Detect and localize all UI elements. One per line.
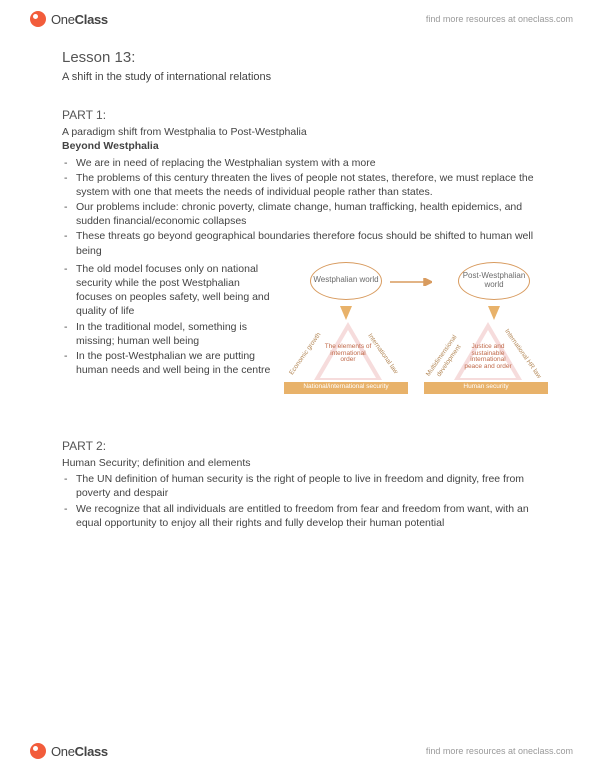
arrow-right-icon — [390, 278, 432, 286]
list-item: In the traditional model, something is m… — [62, 320, 272, 348]
list-item: In the post-Westphalian we are putting h… — [62, 349, 272, 377]
list-item: Our problems include: chronic poverty, c… — [62, 200, 537, 228]
diagram-bottom-bar: National/international security — [284, 382, 408, 394]
triangle-center: The elements of international order — [324, 344, 372, 364]
diagram-oval-left: Westphalian world — [310, 262, 382, 300]
split-left: The old model focuses only on national s… — [62, 260, 272, 378]
part1-bullets-left: The old model focuses only on national s… — [62, 262, 272, 377]
brand-thin: One — [51, 744, 75, 759]
part1-bold: Beyond Westphalia — [62, 139, 537, 153]
diagram-right-group: Multidimensional development Internation… — [422, 322, 550, 400]
logo-icon — [30, 11, 46, 27]
arrow-down-icon — [340, 306, 352, 320]
lesson-subtitle: A shift in the study of international re… — [62, 70, 537, 85]
page-content: Lesson 13: A shift in the study of inter… — [62, 48, 537, 531]
footer-link[interactable]: find more resources at oneclass.com — [426, 746, 573, 756]
split-right: Westphalian world Post-Westphalian world… — [282, 260, 542, 420]
brand-bold: Class — [75, 12, 108, 27]
part1-subtitle: A paradigm shift from Westphalia to Post… — [62, 125, 537, 139]
triangle-center: Justice and sustainable international pe… — [464, 344, 512, 371]
list-item: The problems of this century threaten th… — [62, 171, 537, 199]
part2-subtitle: Human Security; definition and elements — [62, 456, 537, 470]
diagram-bottom-bar: Human security — [424, 382, 548, 394]
split-row: The old model focuses only on national s… — [62, 260, 537, 420]
diagram-left-group: Economic growth International law The el… — [282, 322, 410, 400]
lesson-title: Lesson 13: — [62, 48, 537, 68]
diagram-oval-right: Post-Westphalian world — [458, 262, 530, 300]
brand-logo: OneClass — [30, 11, 108, 27]
brand-bold: Class — [75, 744, 108, 759]
part2-bullets: The UN definition of human security is t… — [62, 472, 537, 530]
list-item: We are in need of replacing the Westphal… — [62, 156, 537, 170]
part2-label: PART 2: — [62, 438, 537, 454]
brand-thin: One — [51, 12, 75, 27]
page-header: OneClass find more resources at oneclass… — [0, 6, 595, 32]
list-item: These threats go beyond geographical bou… — [62, 229, 537, 257]
list-item: The old model focuses only on national s… — [62, 262, 272, 319]
logo-icon — [30, 743, 46, 759]
brand-text: OneClass — [51, 744, 108, 759]
brand-text: OneClass — [51, 12, 108, 27]
part1-bullets-top: We are in need of replacing the Westphal… — [62, 156, 537, 258]
part1-label: PART 1: — [62, 107, 537, 123]
list-item: The UN definition of human security is t… — [62, 472, 537, 500]
page-footer: OneClass find more resources at oneclass… — [0, 738, 595, 764]
list-item: We recognize that all individuals are en… — [62, 502, 537, 530]
header-link[interactable]: find more resources at oneclass.com — [426, 14, 573, 24]
arrow-down-icon — [488, 306, 500, 320]
brand-logo: OneClass — [30, 743, 108, 759]
diagram: Westphalian world Post-Westphalian world… — [282, 260, 542, 420]
